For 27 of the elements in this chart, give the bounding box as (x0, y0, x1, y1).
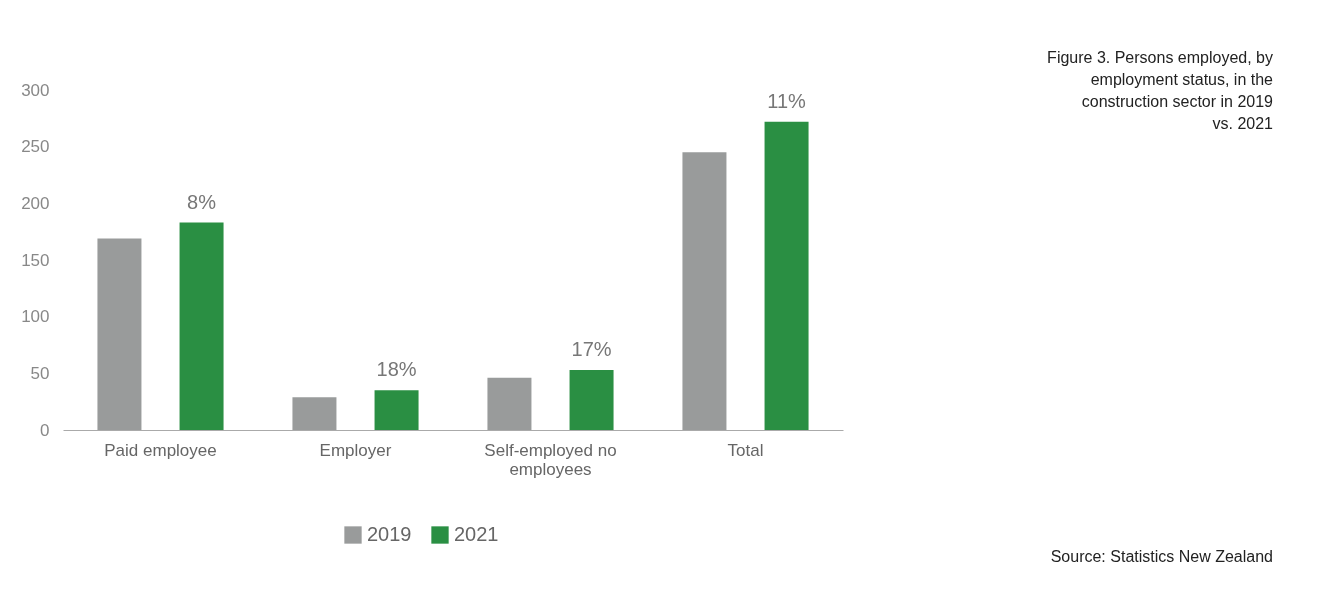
bar (292, 397, 337, 430)
legend-label: 2021 (454, 523, 499, 545)
x-tick-label: Paid employee (104, 440, 217, 460)
y-tick-label: 300 (21, 80, 50, 100)
bar (487, 377, 532, 430)
bar (569, 369, 614, 430)
annotation: 11% (767, 89, 807, 112)
y-tick-label: 200 (21, 193, 50, 213)
y-tick-label: 150 (21, 250, 50, 270)
y-tick-label: 250 (21, 137, 50, 157)
annotation: 17% (571, 337, 612, 360)
x-tick-label: Total (727, 440, 764, 460)
legend-label: 2019 (367, 523, 412, 545)
y-tick-label: 50 (30, 363, 50, 383)
bar (97, 238, 142, 430)
source-note: Source: Statistics New Zealand (1050, 548, 1273, 565)
bar (179, 222, 224, 430)
annotation: 8% (187, 190, 217, 213)
bar (764, 121, 809, 430)
x-tick-label: Self-employed no employees (484, 440, 617, 479)
y-tick-label: 100 (21, 307, 50, 327)
bar (374, 390, 419, 430)
text: Figure 3. Persons employed, by employment status, in the construction sector in 2019 vs. 2021 (1047, 49, 1274, 132)
x-tick-label: Employer (319, 440, 392, 460)
annotation: 18% (376, 358, 417, 381)
y-tick-label: 0 (40, 420, 50, 440)
bar (682, 152, 727, 430)
